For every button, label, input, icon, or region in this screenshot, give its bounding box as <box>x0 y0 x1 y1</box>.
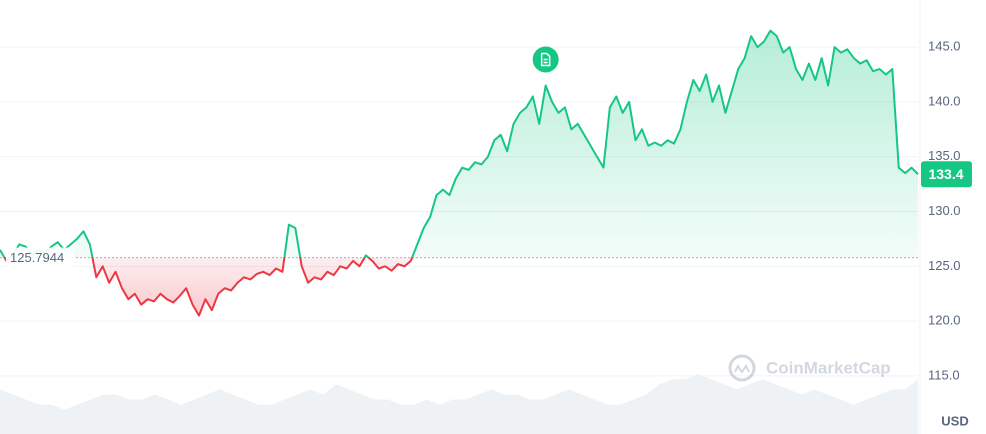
watermark: CoinMarketCap <box>728 354 891 382</box>
price-line <box>0 29 919 317</box>
y-tick-label: 145.0 <box>928 39 961 54</box>
y-tick-label: 130.0 <box>928 203 961 218</box>
y-tick-label: 120.0 <box>928 313 961 328</box>
annotation-marker <box>532 46 559 73</box>
price-tag <box>921 161 972 188</box>
y-tick-label: 115.0 <box>928 367 960 382</box>
watermark-text: CoinMarketCap <box>766 358 891 377</box>
baseline-label: 125.7944 <box>10 250 64 265</box>
volume-area <box>0 374 918 434</box>
baseline-label-bg <box>6 247 74 268</box>
y-tick-label: 140.0 <box>928 93 961 108</box>
price-tag-label: 133.4 <box>928 166 963 182</box>
y-tick-label: 135.0 <box>928 148 961 163</box>
y-tick-label: 125.0 <box>928 258 961 273</box>
currency-label: USD <box>941 413 968 428</box>
